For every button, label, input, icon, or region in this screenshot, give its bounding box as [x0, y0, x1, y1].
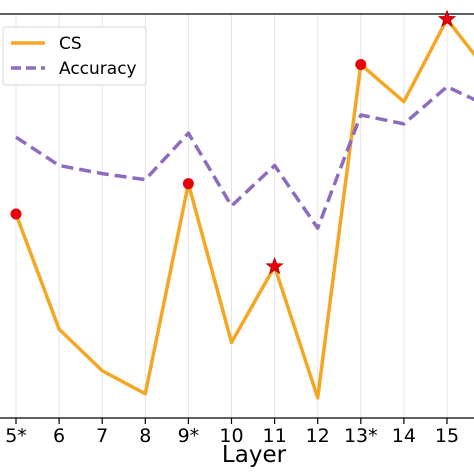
legend-label-cs: CS: [59, 34, 82, 54]
series-lines: [14, 17, 474, 400]
series-line-accuracy: [15, 84, 474, 230]
highlight-markers: [10, 9, 457, 275]
x-tick-label: 11: [263, 425, 287, 447]
x-tick-label: 12: [306, 425, 330, 447]
circle-marker: [10, 208, 22, 220]
x-tick-label: 5*: [5, 425, 27, 447]
x-tick-label: 13*: [344, 425, 378, 447]
star-marker: [437, 9, 457, 28]
x-tick-label: 15: [435, 425, 459, 447]
x-tick-label: 6: [53, 425, 65, 447]
legend: CS Accuracy: [2, 26, 147, 86]
x-tick-label: 9*: [178, 425, 200, 447]
star-marker: [265, 256, 284, 275]
x-tick-label: 7: [96, 425, 108, 447]
x-tick-label: 8: [139, 425, 151, 447]
x-tick-label: 14: [392, 425, 416, 447]
x-axis-title: Layer: [222, 442, 287, 468]
circle-marker: [355, 59, 367, 70]
legend-label-accuracy: Accuracy: [59, 59, 137, 79]
circle-marker: [182, 178, 194, 190]
series-line-cs: [14, 17, 474, 400]
x-tick-label: 10: [219, 425, 243, 447]
